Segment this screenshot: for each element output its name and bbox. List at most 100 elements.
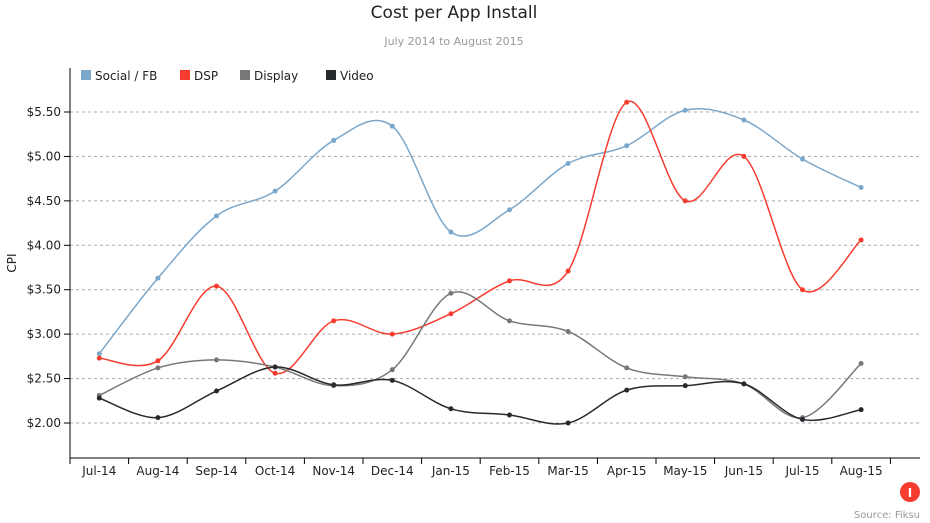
y-tick-label: $3.00 [27,327,61,341]
data-point[interactable] [448,311,454,317]
data-point[interactable] [96,395,102,401]
data-point[interactable] [389,123,395,129]
legend-item[interactable]: DSP [180,69,218,83]
data-point[interactable] [389,331,395,337]
data-point[interactable] [155,415,161,421]
data-point[interactable] [565,161,571,167]
legend-label: Social / FB [95,69,157,83]
series-video [96,364,864,426]
legend-swatch [326,70,336,80]
data-point[interactable] [682,198,688,204]
x-tick-label: Aug-15 [840,464,883,478]
data-point[interactable] [214,388,219,394]
data-point[interactable] [448,406,454,412]
data-point[interactable] [858,185,864,191]
legend-item[interactable]: Video [326,69,374,83]
data-point[interactable] [741,381,747,387]
y-tick-label: $2.50 [27,372,61,386]
chart-title: Cost per App Install [371,3,538,23]
data-point[interactable] [565,420,571,426]
data-point[interactable] [624,99,630,105]
legend-label: DSP [194,69,218,83]
x-tick-label: Mar-15 [547,464,588,478]
data-point[interactable] [800,416,805,422]
x-tick-label: Jan-15 [431,464,470,478]
data-point[interactable] [331,382,337,388]
x-tick-label: May-15 [663,464,707,478]
data-point[interactable] [682,383,688,389]
data-point[interactable] [155,358,161,364]
data-point[interactable] [448,290,454,296]
data-point[interactable] [858,237,864,243]
source-label: Source: Fiksu [854,510,920,521]
series-dsp [96,99,864,376]
data-point[interactable] [800,156,805,162]
y-tick-label: $3.50 [27,283,61,297]
data-point[interactable] [800,287,805,293]
x-tick-label: Oct-14 [255,464,295,478]
x-tick-label: Dec-14 [371,464,414,478]
svg-text:I: I [908,486,912,500]
chart-subtitle: July 2014 to August 2015 [383,35,523,48]
x-tick-label: Feb-15 [489,464,530,478]
data-point[interactable] [389,377,395,383]
data-point[interactable] [624,387,630,393]
data-point[interactable] [448,229,454,235]
x-tick-label: Nov-14 [312,464,355,478]
data-point[interactable] [858,407,864,413]
fiksu-logo: I [900,482,920,502]
data-point[interactable] [389,367,395,373]
y-tick-label: $4.00 [27,238,61,252]
data-point[interactable] [214,213,219,219]
data-point[interactable] [565,328,571,334]
data-point[interactable] [507,318,512,324]
y-axis-label: CPI [5,253,19,272]
legend-item[interactable]: Display [240,69,298,83]
legend-label: Video [340,69,374,83]
data-point[interactable] [155,365,161,371]
legend-label: Display [254,69,298,83]
series-line [99,100,862,375]
data-point[interactable] [155,275,161,281]
data-point[interactable] [214,357,219,363]
series-line [99,366,862,425]
data-point[interactable] [565,268,571,274]
data-point[interactable] [682,374,688,380]
data-point[interactable] [272,188,278,194]
data-point[interactable] [331,318,337,324]
y-tick-label: $4.50 [27,194,61,208]
data-point[interactable] [272,364,278,370]
data-point[interactable] [96,355,102,361]
y-tick-label: $2.00 [27,416,61,430]
data-point[interactable] [858,360,864,366]
data-point[interactable] [507,278,512,284]
data-point[interactable] [624,365,630,371]
x-tick-label: Jun-15 [724,464,763,478]
legend-swatch [180,70,190,80]
data-point[interactable] [624,143,630,149]
data-point[interactable] [272,370,278,376]
x-tick-label: Jul-14 [81,464,116,478]
data-point[interactable] [331,137,337,143]
series-display [96,290,864,421]
data-point[interactable] [214,283,219,289]
data-point[interactable] [507,412,512,418]
series-line [98,108,862,355]
y-tick-label: $5.50 [27,105,61,119]
y-tick-label: $5.00 [27,149,61,163]
data-point[interactable] [682,107,688,113]
x-tick-label: Apr-15 [607,464,647,478]
data-point[interactable] [741,117,747,123]
legend-swatch [240,70,250,80]
series-line [98,291,862,419]
legend-item[interactable]: Social / FB [81,69,157,83]
data-point[interactable] [507,207,512,213]
x-tick-label: Sep-14 [195,464,237,478]
x-tick-label: Jul-15 [784,464,819,478]
data-point[interactable] [96,351,102,357]
series-social-fb [96,107,864,357]
x-tick-label: Aug-14 [136,464,179,478]
data-point[interactable] [741,153,747,159]
